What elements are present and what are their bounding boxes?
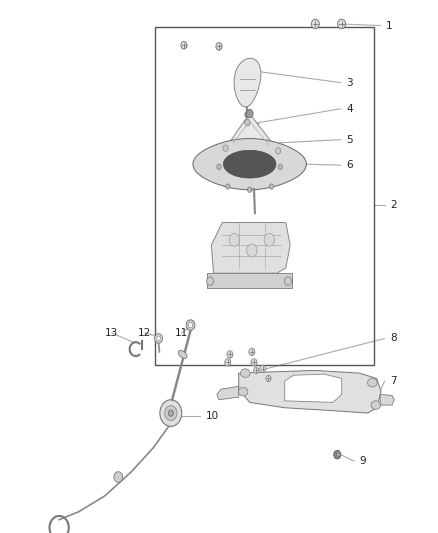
Circle shape: [157, 336, 160, 341]
Text: 4: 4: [346, 104, 353, 114]
Bar: [155, 27, 374, 365]
Circle shape: [245, 119, 250, 126]
Polygon shape: [234, 58, 261, 107]
Circle shape: [278, 164, 283, 169]
Polygon shape: [223, 150, 276, 178]
Circle shape: [251, 359, 257, 366]
Polygon shape: [207, 273, 293, 288]
Circle shape: [114, 472, 123, 482]
Circle shape: [247, 244, 257, 257]
Circle shape: [264, 233, 275, 246]
Text: 9: 9: [359, 456, 366, 466]
Circle shape: [337, 453, 340, 457]
Ellipse shape: [240, 369, 250, 377]
Text: 5: 5: [346, 135, 353, 144]
Text: 7: 7: [390, 376, 396, 386]
Circle shape: [260, 365, 266, 373]
Circle shape: [254, 367, 259, 374]
Circle shape: [247, 187, 252, 192]
Ellipse shape: [371, 401, 381, 409]
Ellipse shape: [178, 350, 187, 359]
Circle shape: [186, 320, 195, 330]
Circle shape: [223, 145, 228, 151]
Text: 2: 2: [390, 200, 396, 210]
Circle shape: [165, 406, 177, 421]
Text: 10: 10: [206, 411, 219, 421]
Text: 12: 12: [138, 328, 151, 338]
Circle shape: [334, 450, 341, 459]
Polygon shape: [380, 394, 394, 405]
Circle shape: [155, 334, 162, 343]
Polygon shape: [226, 114, 278, 158]
Circle shape: [338, 19, 346, 29]
Polygon shape: [211, 223, 290, 273]
Text: 1: 1: [385, 21, 392, 30]
Ellipse shape: [238, 387, 248, 396]
Circle shape: [225, 359, 231, 366]
Circle shape: [168, 410, 173, 416]
Circle shape: [246, 109, 253, 118]
Polygon shape: [239, 370, 381, 413]
Circle shape: [269, 184, 274, 189]
Circle shape: [217, 164, 221, 169]
Text: 13: 13: [105, 328, 118, 338]
Polygon shape: [285, 374, 342, 402]
Circle shape: [249, 348, 255, 356]
Polygon shape: [193, 139, 307, 190]
Text: 11: 11: [175, 328, 188, 338]
Circle shape: [245, 111, 250, 118]
Circle shape: [227, 351, 233, 358]
Circle shape: [276, 148, 281, 154]
Circle shape: [285, 277, 292, 286]
Polygon shape: [217, 386, 239, 400]
Circle shape: [229, 233, 240, 246]
Circle shape: [160, 400, 182, 426]
Circle shape: [311, 19, 319, 29]
Circle shape: [247, 155, 252, 161]
Circle shape: [266, 375, 271, 382]
Circle shape: [181, 42, 187, 49]
Text: 3: 3: [346, 78, 353, 87]
Circle shape: [226, 184, 230, 189]
Text: 8: 8: [390, 334, 396, 343]
Circle shape: [188, 322, 193, 328]
Text: 6: 6: [346, 160, 353, 170]
Circle shape: [216, 43, 222, 50]
Ellipse shape: [367, 378, 377, 387]
Circle shape: [206, 277, 213, 286]
